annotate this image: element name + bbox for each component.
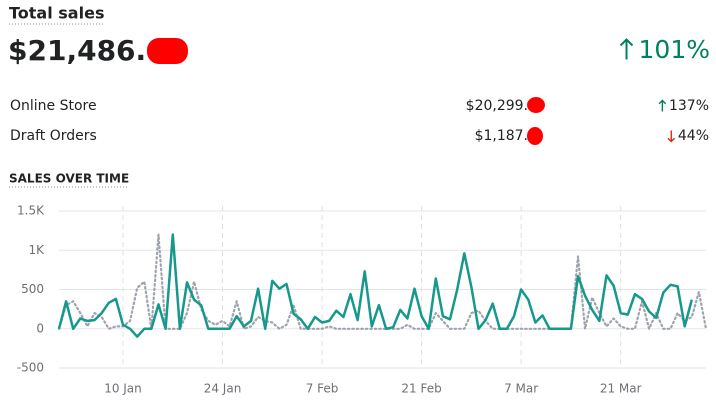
x-tick-label: 7 Feb <box>306 382 339 396</box>
y-tick-label: 500 <box>21 282 44 296</box>
y-tick-label: 1K <box>28 243 45 257</box>
x-tick-label: 10 Jan <box>104 382 142 396</box>
total-sales: $21,486. <box>8 34 146 67</box>
series-line <box>57 233 708 330</box>
redaction <box>527 127 543 145</box>
row-value: $1,187. <box>475 128 528 144</box>
row-change: 137% <box>669 98 709 114</box>
x-tick-label: 24 Jan <box>204 382 242 396</box>
redaction <box>147 38 188 64</box>
breakdown: Online Store $20,299. 137% Draft Orders $1,1… <box>10 97 709 145</box>
row-label: Online Store <box>10 98 97 114</box>
y-tick-label: 0 <box>36 321 44 335</box>
chart-title[interactable]: SALES OVER TIME <box>9 172 129 186</box>
change-arrow <box>619 38 634 60</box>
chart: 1.5K 1K 500 0 -500 10 Jan 24 Jan 7 Feb 21 Feb 7 M… <box>17 204 708 396</box>
row-value: $20,299. <box>466 98 528 114</box>
row-change: 44% <box>678 128 709 144</box>
redaction <box>527 97 545 113</box>
series-line <box>57 233 694 338</box>
x-tick-label: 21 Mar <box>600 382 642 396</box>
card-title[interactable]: Total sales <box>9 4 104 23</box>
y-tick-label: 1.5K <box>17 204 45 218</box>
x-tick-label: 7 Mar <box>504 382 538 396</box>
row-label: Draft Orders <box>10 128 97 144</box>
y-tick-label: -500 <box>17 361 44 375</box>
total-change: 101% <box>639 35 710 64</box>
change-arrow <box>667 130 676 143</box>
x-tick-label: 21 Feb <box>401 382 441 396</box>
change-arrow <box>658 99 667 112</box>
